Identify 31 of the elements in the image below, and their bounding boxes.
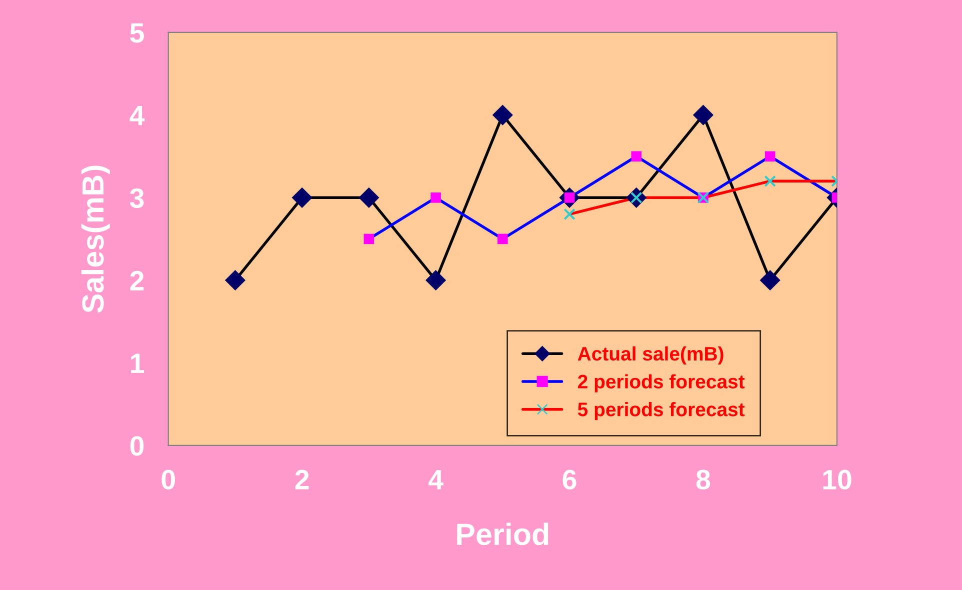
x-tick-label: 6 — [562, 470, 576, 490]
point — [358, 187, 380, 208]
point — [425, 270, 446, 291]
x-tick-label: 2 — [295, 470, 309, 490]
y-axis-title: Sales(mB) — [81, 166, 110, 313]
x-tick-label: 10 — [823, 470, 852, 490]
point — [760, 270, 780, 291]
point — [564, 208, 576, 220]
y-tick-label: 5 — [130, 23, 144, 43]
point — [497, 234, 508, 244]
point — [764, 151, 776, 162]
point — [631, 151, 642, 162]
y-tick-label: 4 — [130, 106, 145, 126]
point — [430, 192, 441, 203]
legend-label: 5 periods forecast — [578, 402, 745, 420]
legend-label: Actual sale(mB) — [578, 346, 724, 364]
point — [364, 234, 374, 244]
point — [224, 270, 246, 291]
x-axis-title: Period — [457, 522, 548, 546]
y-tick-label: 3 — [130, 188, 144, 208]
legend-label: 2 periods forecast — [578, 374, 745, 392]
x-tick-label: 0 — [162, 470, 175, 490]
point — [492, 104, 513, 126]
x-tick-label: 8 — [696, 470, 710, 490]
point — [292, 187, 312, 208]
y-tick-label: 0 — [130, 436, 144, 456]
point — [692, 104, 714, 126]
point — [764, 175, 776, 188]
y-tick-label: 2 — [130, 270, 144, 290]
y-tick-label: 1 — [131, 354, 144, 373]
x-tick-label: 4 — [428, 470, 444, 490]
